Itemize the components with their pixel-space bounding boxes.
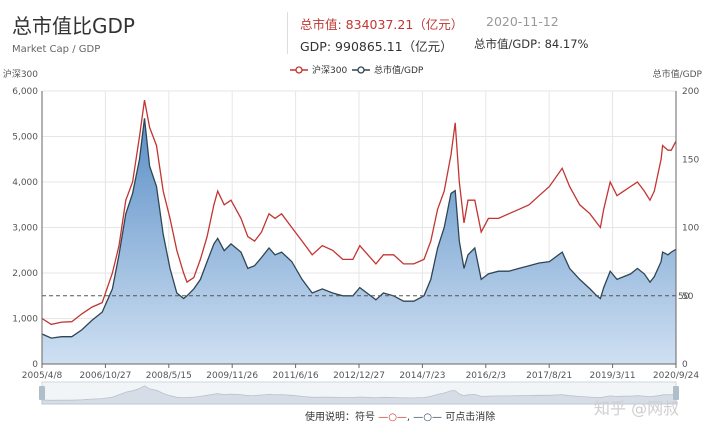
zoom-handle-right[interactable] — [673, 386, 679, 400]
y-left-tick-label: 1,000 — [12, 315, 38, 325]
zoom-handle-left[interactable] — [39, 386, 45, 400]
usage-hint-prefix: 使用说明：符号 — [305, 412, 375, 423]
hint-red-symbol: —○— — [378, 412, 407, 423]
watermark: 知乎 @网叔 — [594, 399, 680, 418]
legend-item[interactable]: 总市值/GDP — [352, 64, 424, 76]
date-value: 2020-11-12 — [486, 14, 559, 29]
y-right-tick-label: 150 — [682, 155, 699, 165]
legend-item[interactable]: 沪深300 — [290, 64, 347, 76]
x-tick-label: 2008/5/15 — [146, 371, 192, 381]
header-divider — [287, 12, 288, 54]
y-right-tick-label: 50 — [682, 292, 694, 302]
legend-label: 总市值/GDP — [374, 64, 424, 76]
y-left-tick-label: 3,000 — [12, 224, 38, 234]
y-right-axis-label: 总市值/GDP — [653, 68, 703, 80]
y-right-tick-label: 0 — [682, 360, 688, 370]
x-tick-label: 2019/3/11 — [590, 371, 636, 381]
usage-hint-suffix: 可点击消除 — [445, 412, 496, 423]
ratio-value: 总市值/GDP: 84.17% — [474, 37, 589, 51]
hs300-series-line[interactable] — [41, 99, 677, 326]
legend-symbol-marker — [357, 66, 365, 74]
x-tick-label: 2016/2/3 — [466, 371, 506, 381]
y-left-tick-label: 4,000 — [12, 178, 38, 188]
legend-symbol-marker — [295, 66, 303, 74]
y-left-tick-label: 2,000 — [12, 269, 38, 279]
x-tick-label: 2017/8/21 — [526, 371, 572, 381]
y-right-tick-label: 200 — [682, 87, 699, 97]
zoom-slider-preview — [41, 385, 677, 405]
hint-dark-symbol: , —○— — [406, 412, 443, 423]
x-tick-label: 2009/11/26 — [206, 371, 258, 381]
x-tick-label: 2014/7/23 — [399, 371, 445, 381]
gdp-value: GDP: 990865.11（亿元） — [300, 39, 453, 54]
x-tick-label: 2012/12/27 — [333, 371, 385, 381]
reference-line-label: 50 — [678, 292, 690, 302]
chart-subtitle: Market Cap / GDP — [12, 44, 101, 55]
ratio-series-line[interactable] — [41, 118, 677, 339]
market-cap-value: 总市值: 834037.21（亿元） — [300, 17, 464, 32]
x-tick-label: 2020/9/24 — [653, 371, 699, 381]
chart-title: 总市值比GDP — [12, 14, 135, 38]
y-left-tick-label: 0 — [32, 360, 38, 370]
y-left-tick-label: 5,000 — [12, 133, 38, 143]
y-left-tick-label: 6,000 — [12, 87, 38, 97]
x-tick-label: 2005/4/8 — [22, 371, 63, 381]
legend-label: 沪深300 — [312, 64, 347, 76]
x-tick-label: 2006/10/27 — [79, 371, 131, 381]
usage-hint: 使用说明：符号 —○—, —○— 可点击消除 — [305, 408, 495, 423]
y-right-tick-label: 100 — [682, 224, 699, 234]
ratio-area-fill — [42, 118, 676, 364]
y-left-axis-label: 沪深300 — [3, 68, 38, 80]
x-tick-label: 2011/6/16 — [273, 371, 319, 381]
